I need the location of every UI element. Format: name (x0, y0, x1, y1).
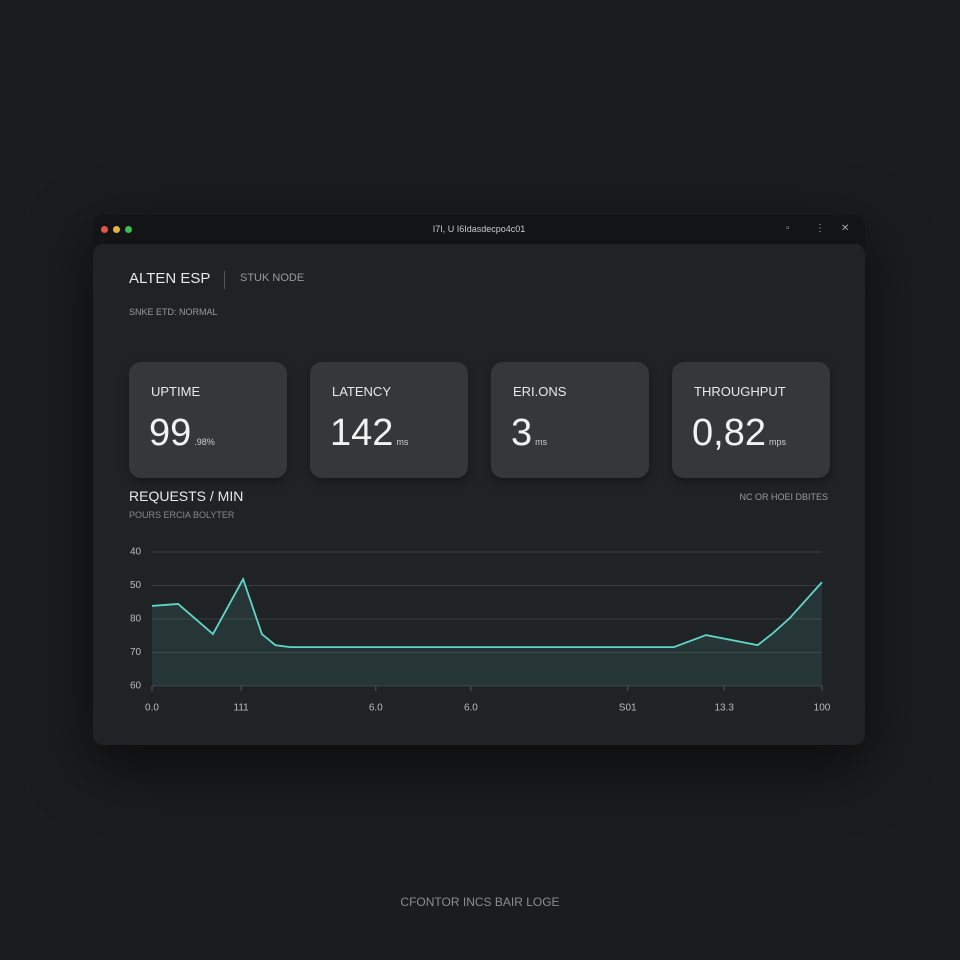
metric-label: ERI.ONS (513, 384, 567, 399)
window-title: I7I, U I6Idasdecpo4c01 (432, 224, 526, 234)
chart-title: REQUESTS / MIN (129, 488, 244, 504)
y-tick-label: 40 (130, 547, 142, 558)
x-tick-label: 13.3 (714, 703, 734, 714)
footer: CFONTOR INCS BAIR LOGE (400, 895, 560, 909)
y-tick-label: 70 (130, 647, 142, 658)
metric-card: UPTIME 99.98% (129, 362, 287, 478)
metric-number: 142 (330, 412, 394, 454)
metric-number: 3 (511, 412, 533, 454)
metric-number: 0,82 (692, 412, 766, 454)
dashboard: ALTEN ESP STUK NODE SNKE ETD: NORMAL UPT… (93, 244, 865, 745)
window-button[interactable]: ⋮ (815, 223, 825, 234)
minimize-dot[interactable] (113, 226, 120, 233)
area (152, 579, 822, 686)
metric-unit: ms (396, 437, 409, 447)
metric-value: 3 ms (511, 412, 547, 455)
metric-unit: mps (768, 437, 786, 447)
y-tick-label: 50 (130, 580, 142, 591)
metric-value: 142 ms (330, 412, 408, 455)
metric-card: THROUGHPUT 0,82 mps (672, 362, 830, 478)
y-tick-label: 80 (130, 614, 142, 625)
app-window: I7I, U I6Idasdecpo4c01 ▫ ⋮ ✕ ALTEN ESP S… (93, 215, 865, 745)
app-title: ALTEN ESP (129, 270, 211, 287)
chart: 60 70 80 50 40 0.0 111 6.0 6.0 S01 13.3 100 (130, 547, 831, 714)
divider (224, 271, 225, 289)
app-subtitle: STUK NODE (240, 272, 305, 284)
x-tick-label: 111 (234, 703, 250, 714)
metric-label: THROUGHPUT (694, 384, 786, 399)
title-bar: I7I, U I6Idasdecpo4c01 ▫ ⋮ ✕ (93, 215, 865, 244)
x-tick-label: 0.0 (145, 703, 159, 714)
line (151, 576, 823, 649)
metric-unit: ms (535, 437, 548, 447)
metric-value: 99.98% (149, 412, 215, 455)
chart-note: NC OR HOEI DBITES (739, 492, 828, 502)
metric-card: ERI.ONS 3 ms (491, 362, 649, 478)
metric-label: LATENCY (332, 384, 391, 399)
metric-card: LATENCY 142 ms (310, 362, 468, 478)
window-close[interactable]: ✕ (841, 223, 850, 234)
y-tick-label: 60 (130, 681, 142, 692)
metric-label: UPTIME (151, 384, 201, 399)
x-tick-label: S01 (619, 703, 637, 714)
status: SNKE ETD: NORMAL (129, 307, 218, 317)
chart-subtitle: POURS ERCIA BOLYTER (129, 510, 235, 520)
metric-value: 0,82 mps (692, 412, 786, 455)
metric-number: 99 (149, 412, 192, 454)
metric-unit: .98% (194, 437, 215, 447)
x-tick-label: 6.0 (464, 703, 478, 714)
window-button[interactable]: ▫ (786, 223, 790, 234)
x-tick-label: 6.0 (369, 703, 383, 714)
x-tick-label: 100 (814, 703, 831, 714)
close-dot[interactable] (101, 226, 108, 233)
maximize-dot[interactable] (125, 226, 132, 233)
